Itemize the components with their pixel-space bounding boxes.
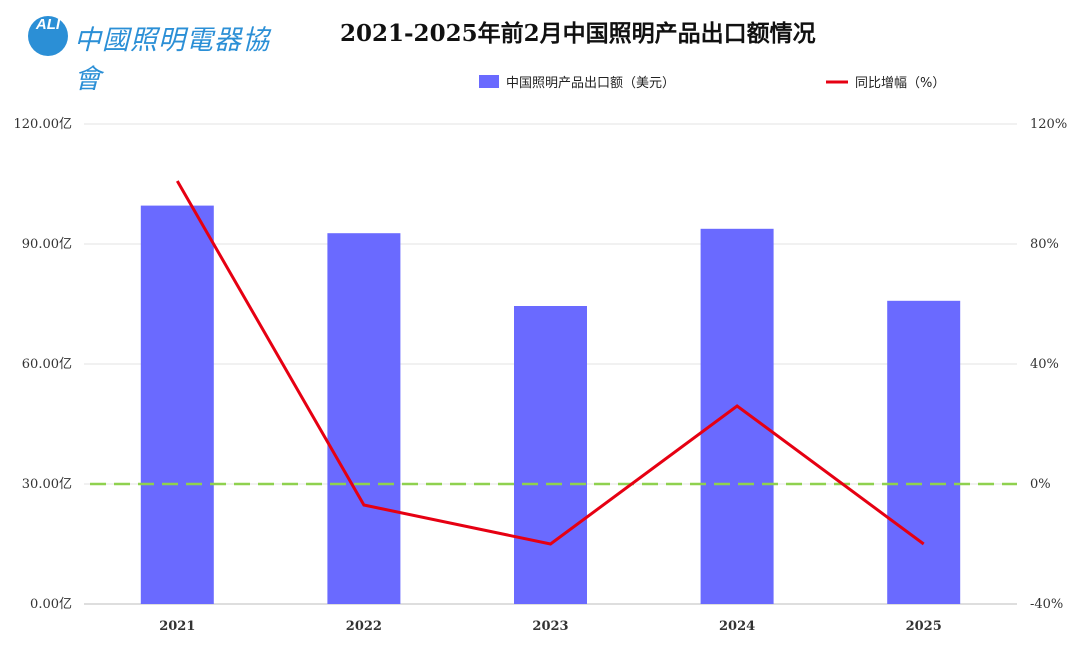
- logo-badge-text: ALI: [35, 16, 61, 33]
- y-left-tick-label: 120.00亿: [14, 117, 73, 132]
- y-right-tick-label: -40%: [1030, 597, 1063, 612]
- y-right-tick-label: 120%: [1030, 117, 1067, 132]
- bar: [514, 306, 587, 604]
- x-tick-label: 2022: [346, 619, 382, 634]
- y-right-tick-label: 40%: [1030, 357, 1059, 372]
- logo-badge: ALI: [28, 16, 68, 56]
- y-right-tick-label: 0%: [1030, 477, 1051, 492]
- x-tick-label: 2021: [159, 619, 195, 634]
- legend-swatch-bar: [479, 75, 499, 88]
- bar: [140, 205, 214, 604]
- y-left-tick-label: 90.00亿: [22, 237, 72, 252]
- x-tick-label: 2023: [532, 619, 568, 634]
- logo-text: 中國照明電器協會: [74, 25, 270, 95]
- y-left-tick-label: 0.00亿: [30, 597, 72, 612]
- legend-label-line: 同比增幅（%）: [855, 76, 945, 91]
- bar: [887, 300, 961, 604]
- growth-rate-line: [176, 180, 925, 546]
- logo: ALI 中國照明電器協會: [28, 14, 288, 95]
- bar: [700, 228, 774, 605]
- bar: [327, 233, 401, 604]
- x-tick-label: 2024: [719, 619, 755, 634]
- chart-title: 2021-2025年前2月中国照明产品出口额情况: [340, 20, 816, 47]
- y-right-tick-label: 80%: [1030, 237, 1059, 252]
- legend-label-bar: 中国照明产品出口额（美元）: [506, 76, 675, 91]
- x-tick-label: 2025: [906, 619, 942, 634]
- y-left-tick-label: 30.00亿: [22, 477, 72, 492]
- y-left-tick-label: 60.00亿: [22, 357, 72, 372]
